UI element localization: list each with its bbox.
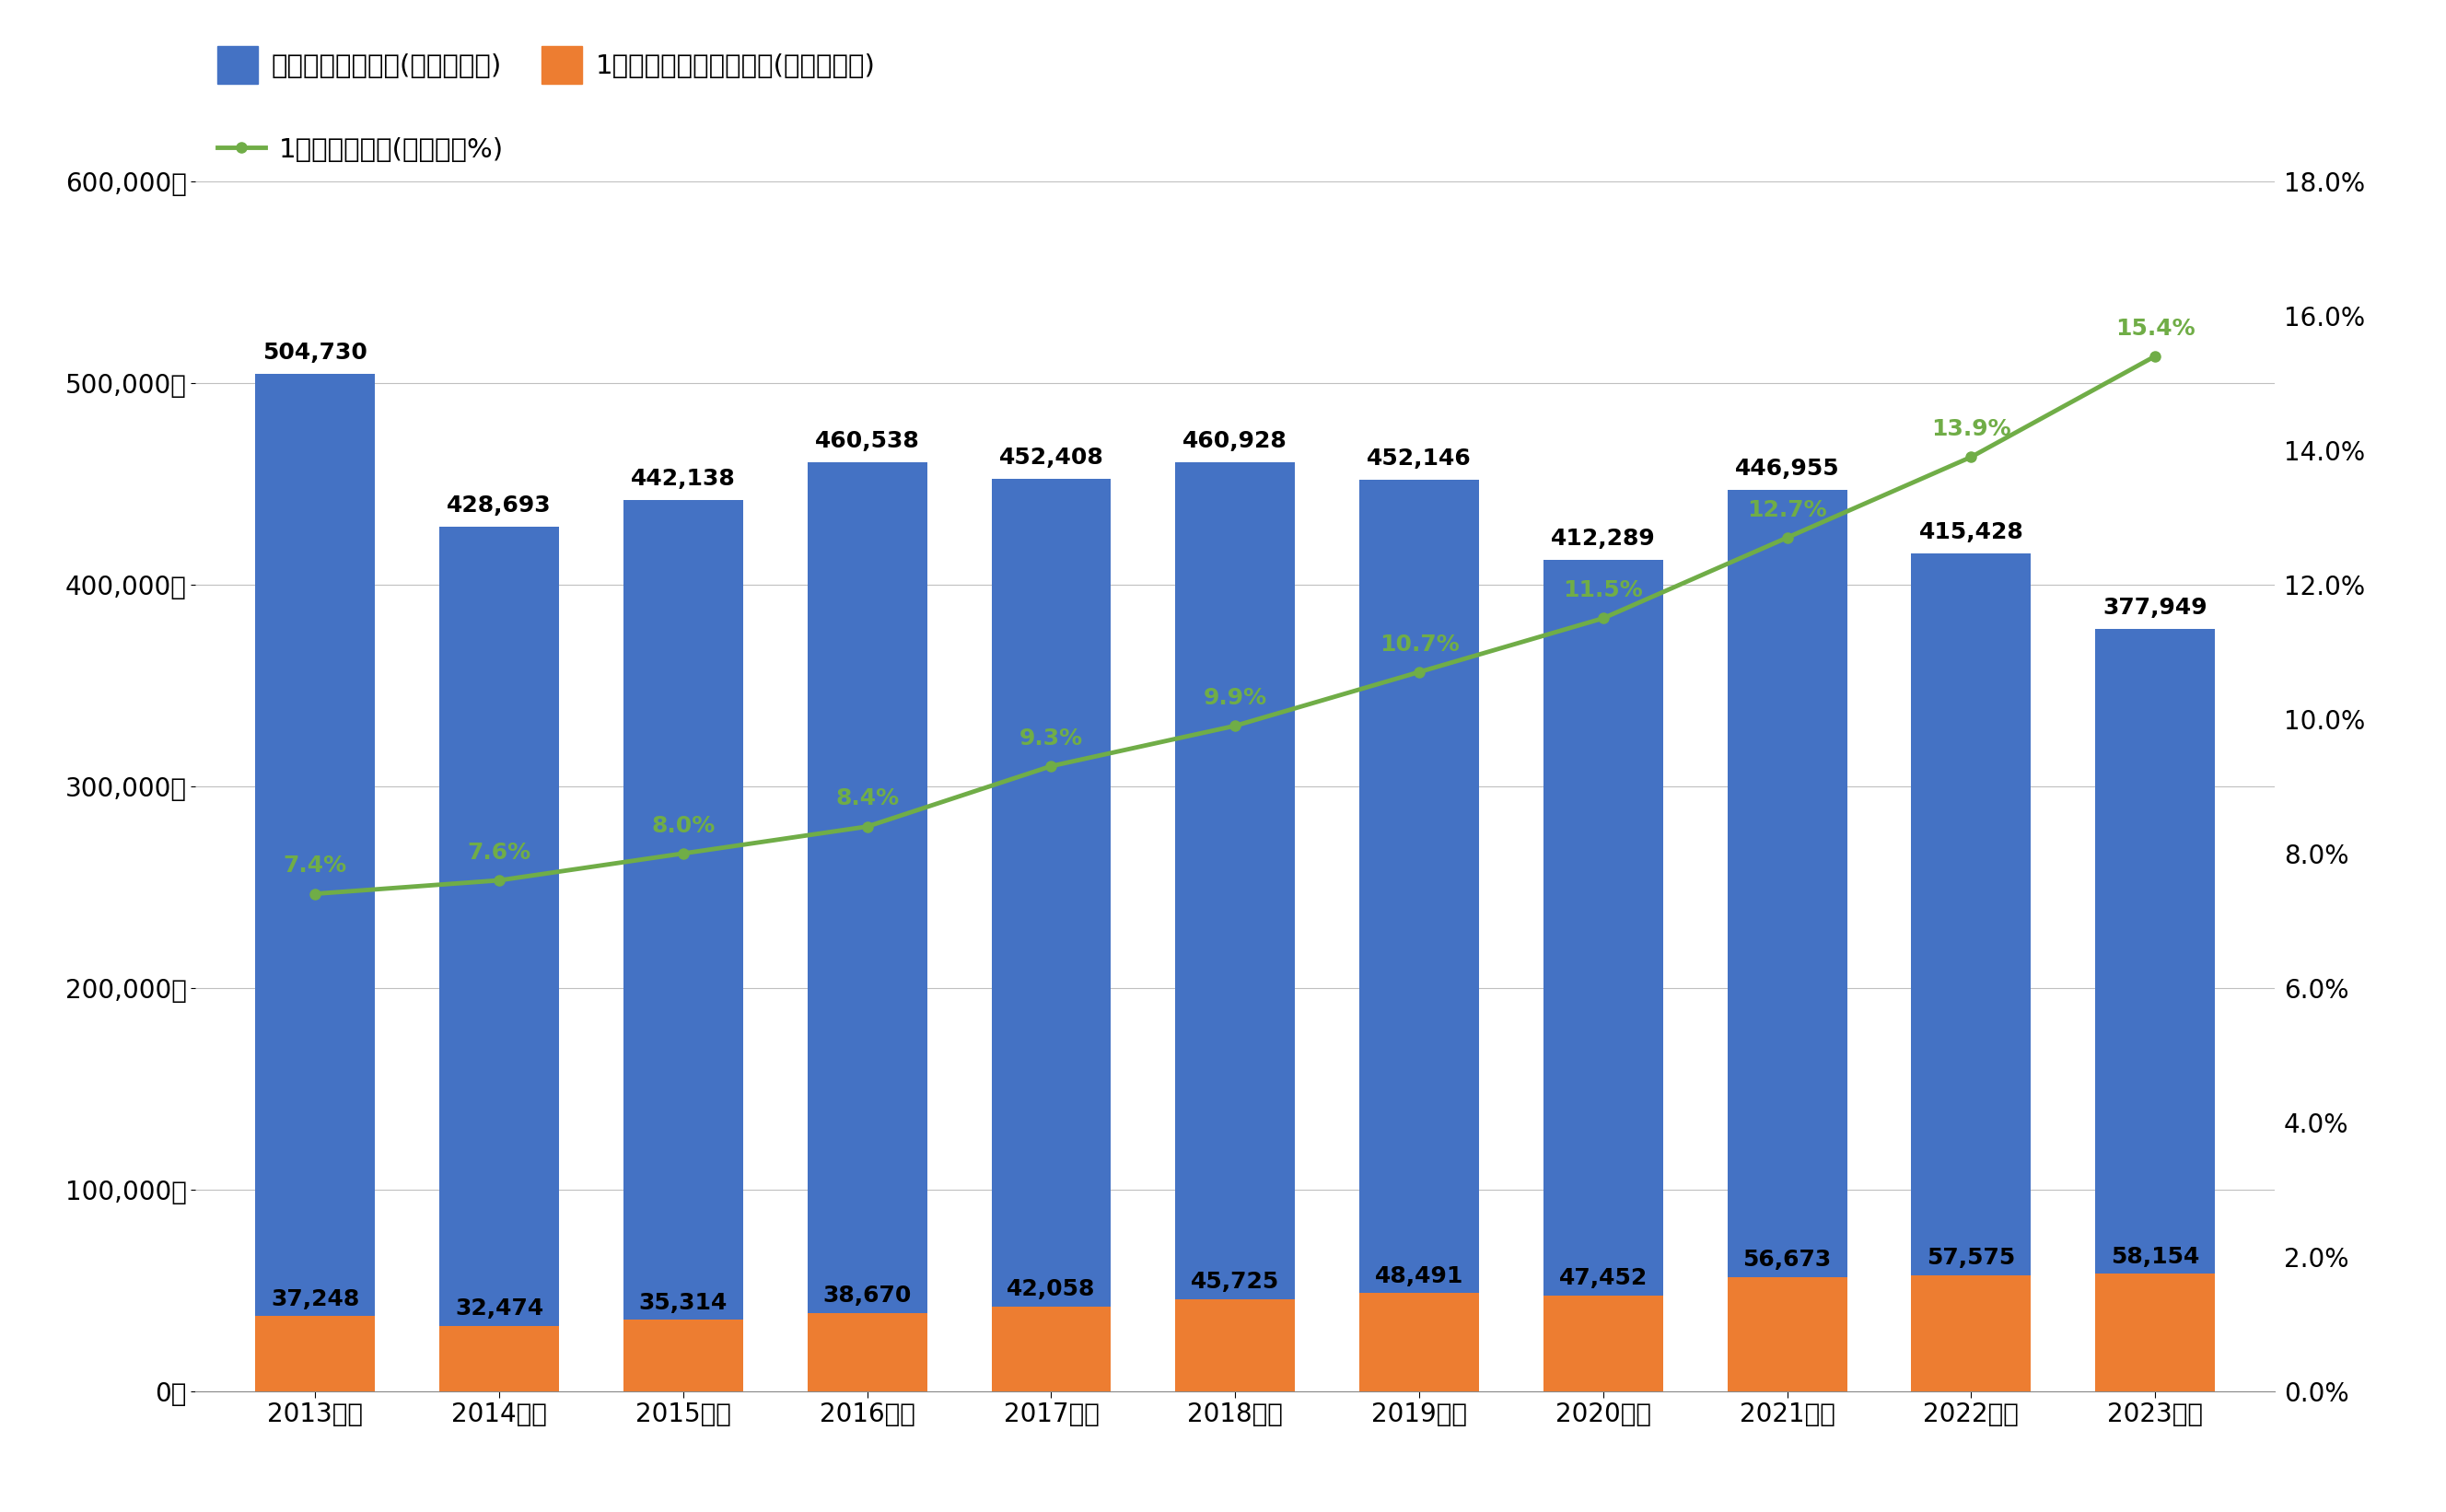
Text: 10.7%: 10.7%	[1380, 634, 1460, 655]
Bar	[807, 1312, 927, 1391]
Bar	[807, 463, 927, 1391]
1階建ての割合(右目盛＝%)	[1957, 448, 1986, 466]
1階建ての割合(右目盛＝%)	[1404, 662, 1433, 680]
Bar	[254, 1315, 374, 1391]
Text: 13.9%: 13.9%	[1932, 417, 2011, 440]
Bar	[624, 499, 744, 1391]
Line: 1階建ての割合(右目盛＝%): 1階建ての割合(右目盛＝%)	[311, 351, 2160, 898]
Text: 7.4%: 7.4%	[284, 854, 347, 877]
Bar	[1910, 1275, 2030, 1391]
Text: 460,538: 460,538	[815, 431, 920, 452]
1階建ての割合(右目盛＝%)	[2140, 348, 2170, 366]
Text: 446,955: 446,955	[1734, 458, 1839, 479]
Text: 47,452: 47,452	[1558, 1267, 1649, 1290]
Text: 45,725: 45,725	[1191, 1270, 1279, 1293]
Text: 415,428: 415,428	[1918, 522, 2023, 543]
1階建ての割合(右目盛＝%)	[484, 871, 514, 889]
Text: 7.6%: 7.6%	[467, 841, 531, 863]
Bar	[1360, 479, 1480, 1391]
1階建ての割合(右目盛＝%)	[301, 885, 330, 903]
Bar	[1543, 1296, 1663, 1391]
Bar	[254, 373, 374, 1391]
Legend: 1階建ての割合(右目盛＝%): 1階建ての割合(右目盛＝%)	[208, 129, 511, 171]
Bar	[2096, 1273, 2216, 1391]
1階建ての割合(右目盛＝%)	[854, 818, 883, 836]
Bar	[1543, 559, 1663, 1391]
Bar	[1177, 461, 1294, 1391]
Bar	[1727, 490, 1847, 1391]
Text: 37,248: 37,248	[272, 1288, 360, 1309]
Bar	[1360, 1293, 1480, 1391]
Text: 58,154: 58,154	[2111, 1246, 2199, 1267]
Bar	[1727, 1276, 1847, 1391]
Text: 32,474: 32,474	[455, 1297, 543, 1320]
Bar	[440, 1326, 560, 1391]
Text: 9.3%: 9.3%	[1020, 727, 1084, 750]
1階建ての割合(右目盛＝%)	[668, 844, 697, 862]
Text: 48,491: 48,491	[1375, 1266, 1463, 1287]
Bar	[991, 1306, 1110, 1391]
Text: 35,314: 35,314	[638, 1291, 726, 1314]
1階建ての割合(右目盛＝%)	[1773, 529, 1803, 547]
Bar	[1910, 553, 2030, 1391]
1階建ての割合(右目盛＝%)	[1221, 717, 1250, 735]
Text: 56,673: 56,673	[1744, 1249, 1832, 1270]
Text: 504,730: 504,730	[262, 342, 367, 363]
Text: 412,289: 412,289	[1551, 528, 1656, 550]
Text: 442,138: 442,138	[631, 467, 736, 490]
Text: 460,928: 460,928	[1184, 429, 1287, 452]
Text: 428,693: 428,693	[448, 494, 553, 517]
Bar	[1177, 1299, 1294, 1391]
Text: 15.4%: 15.4%	[2116, 318, 2194, 339]
Text: 9.9%: 9.9%	[1203, 686, 1267, 709]
Text: 8.0%: 8.0%	[651, 815, 714, 836]
Text: 452,408: 452,408	[998, 448, 1103, 469]
Bar	[2096, 629, 2216, 1391]
1階建ての割合(右目盛＝%)	[1587, 609, 1617, 627]
Text: 8.4%: 8.4%	[837, 788, 900, 810]
Bar	[624, 1320, 744, 1391]
Text: 57,575: 57,575	[1927, 1247, 2016, 1269]
1階建ての割合(右目盛＝%)	[1037, 758, 1066, 776]
Text: 452,146: 452,146	[1367, 448, 1472, 469]
Bar	[440, 526, 560, 1391]
Text: 11.5%: 11.5%	[1563, 579, 1644, 602]
Text: 38,670: 38,670	[822, 1285, 912, 1306]
Text: 12.7%: 12.7%	[1746, 499, 1827, 520]
Bar	[991, 479, 1110, 1391]
Text: 377,949: 377,949	[2104, 597, 2206, 618]
Text: 42,058: 42,058	[1008, 1278, 1096, 1300]
